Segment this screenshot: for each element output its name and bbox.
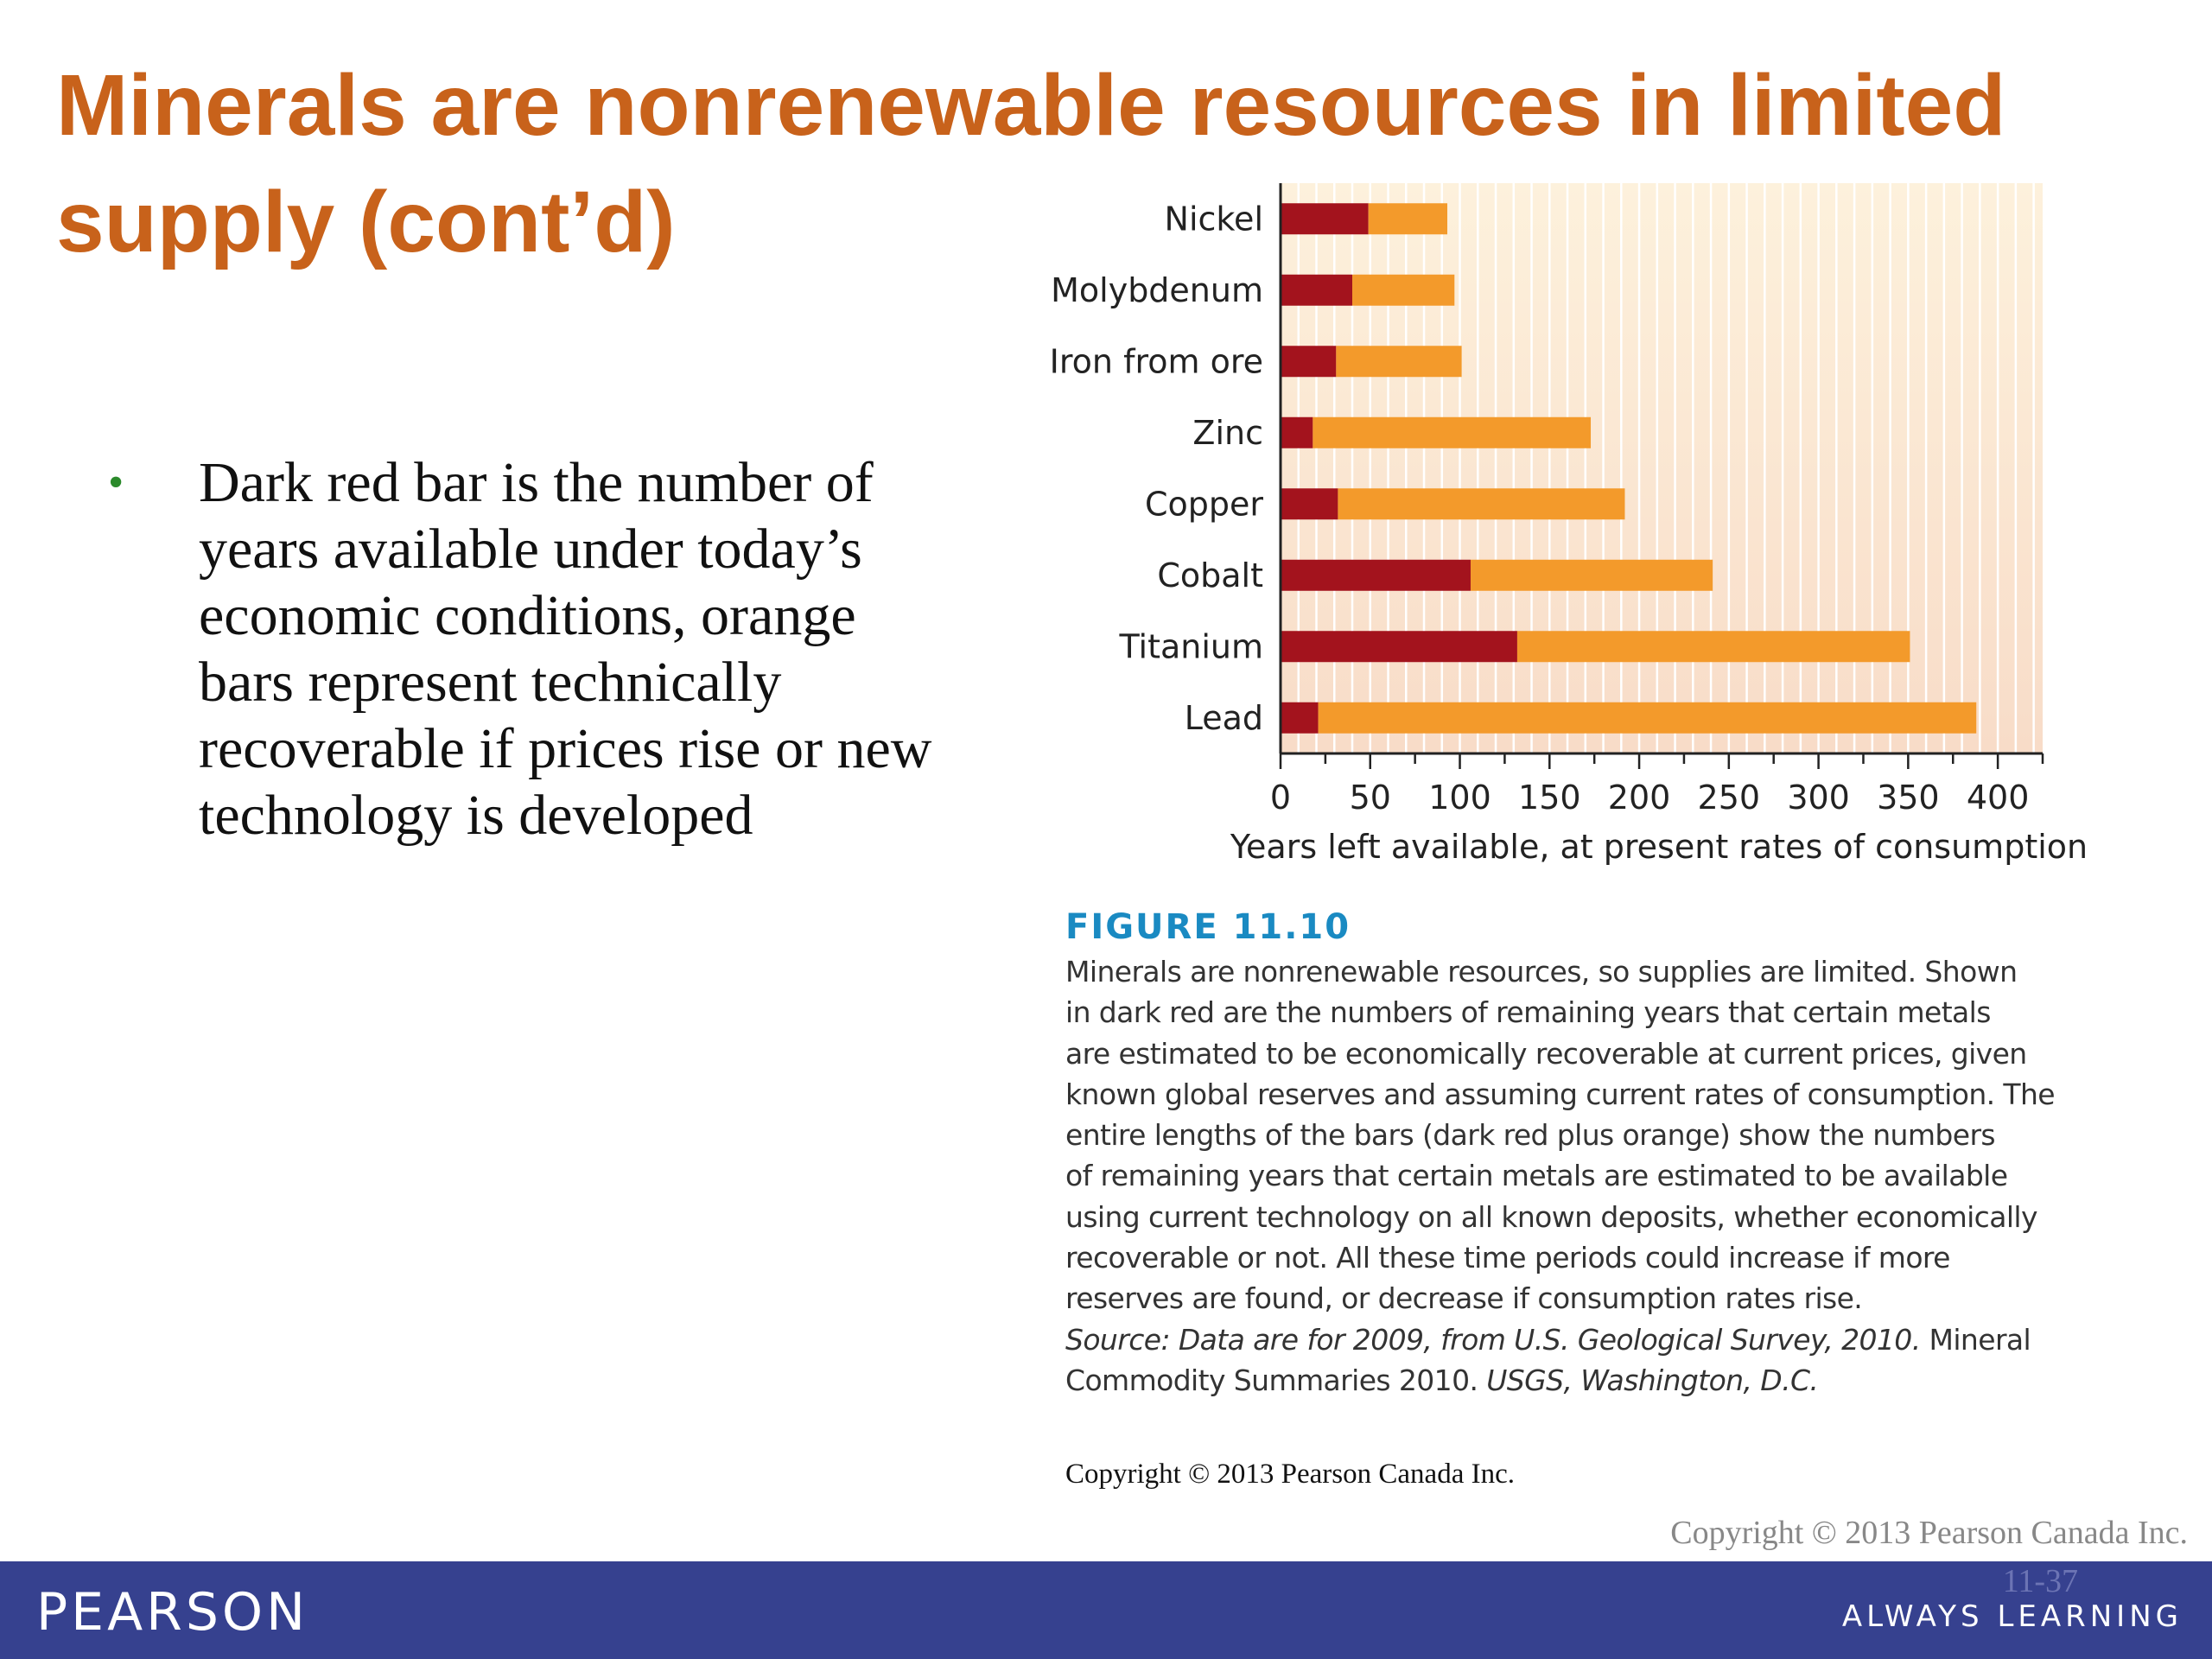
caption-line: reserves are found, or decrease if consu… (1065, 1281, 1863, 1316)
category-label: Molybdenum (1051, 271, 1263, 309)
figure-label: FIGURE 11.10 (1065, 907, 1351, 947)
plot-background (1281, 183, 2043, 753)
category-label: Copper (1145, 485, 1263, 523)
x-tick-label: 200 (1608, 779, 1671, 817)
bar-economic-cobalt (1281, 559, 1471, 591)
figure-caption: FIGURE 11.10 Minerals are nonrenewable r… (1065, 903, 2085, 1401)
x-tick-label: 300 (1787, 779, 1850, 817)
bar-economic-nickel (1281, 203, 1369, 235)
figure-copyright: Copyright © 2013 Pearson Canada Inc. (1065, 1459, 1515, 1490)
caption-line: in dark red are the numbers of remaining… (1065, 995, 1991, 1030)
bar-technical-lead (1318, 702, 1977, 734)
bar-technical-iron-from-ore (1336, 346, 1462, 378)
caption-line: of remaining years that certain metals a… (1065, 1159, 2008, 1193)
bar-chart: Nickel Molybdenum Iron from ore Zinc Copper C… (1050, 183, 2088, 866)
bullet-point: • Dark red bar is the number of years av… (108, 449, 955, 849)
bar-technical-cobalt (1470, 559, 1713, 591)
bullet-icon: • (108, 458, 124, 507)
x-tick-label: 150 (1518, 779, 1581, 817)
x-axis-title: Years left available, at present rates o… (1230, 828, 2088, 866)
bar-economic-iron-from-ore (1281, 346, 1337, 378)
source-normal-1: Mineral (1920, 1322, 2031, 1357)
slide-copyright: Copyright © 2013 Pearson Canada Inc. (1670, 1515, 2188, 1551)
pearson-logo: PEARSON (36, 1582, 309, 1643)
footer-slogan: ALWAYS LEARNING (1841, 1599, 2183, 1634)
bar-technical-copper (1338, 488, 1625, 520)
caption-text: Minerals are nonrenewable resources, so … (1065, 951, 2085, 1319)
bar-technical-molybdenum (1352, 274, 1455, 306)
x-tick-label: 350 (1877, 779, 1940, 817)
x-tick-label: 400 (1967, 779, 2030, 817)
caption-line: are estimated to be economically recover… (1065, 1036, 2027, 1071)
bar-technical-zinc (1313, 416, 1592, 448)
x-tick-label: 50 (1350, 779, 1391, 817)
category-label: Lead (1185, 699, 1263, 737)
bullet-text: Dark red bar is the number of years avai… (199, 451, 932, 847)
footer-bar: PEARSON ALWAYS LEARNING (0, 1561, 2212, 1659)
caption-line: known global reserves and assuming curre… (1065, 1077, 2056, 1111)
x-tick-label: 0 (1270, 779, 1291, 817)
slide-number: 11-37 (2002, 1563, 2078, 1599)
category-label: Titanium (1118, 627, 1263, 665)
bar-economic-titanium (1281, 631, 1517, 663)
bar-technical-nickel (1368, 203, 1448, 235)
source-italic-2: USGS, Washington, D.C. (1478, 1363, 1819, 1397)
x-tick-label: 100 (1428, 779, 1491, 817)
category-label: Iron from ore (1050, 342, 1263, 380)
tick-labels: 0 50 100 150 200 250 300 350 400 (1270, 779, 2029, 817)
caption-line: using current technology on all known de… (1065, 1199, 2038, 1234)
bars (1281, 203, 1977, 734)
caption-line: entire lengths of the bars (dark red plu… (1065, 1118, 1996, 1153)
x-tick-label: 250 (1698, 779, 1761, 817)
caption-line: recoverable or not. All these time perio… (1065, 1241, 1950, 1275)
category-label: Nickel (1165, 200, 1263, 238)
category-label: Zinc (1192, 414, 1263, 452)
figure-source-line-2: Commodity Summaries 2010. USGS, Washingt… (1065, 1360, 2085, 1401)
category-labels: Nickel Molybdenum Iron from ore Zinc Copper C… (1050, 200, 1264, 737)
source-normal-2: Commodity Summaries 2010. (1065, 1363, 1478, 1397)
axes (1279, 183, 2044, 769)
category-label: Cobalt (1157, 556, 1263, 594)
bar-economic-zinc (1281, 416, 1313, 448)
bar-economic-copper (1281, 488, 1338, 520)
slide-title: Minerals are nonrenewable resources in l… (56, 57, 2006, 270)
bar-technical-titanium (1516, 631, 1910, 663)
caption-line: Minerals are nonrenewable resources, so … (1065, 955, 2018, 988)
bar-economic-lead (1281, 702, 1319, 734)
bar-economic-molybdenum (1281, 274, 1353, 306)
source-italic-1: Source: Data are for 2009, from U.S. Geo… (1065, 1322, 1921, 1357)
figure-source-line-1: Source: Data are for 2009, from U.S. Geo… (1065, 1319, 2085, 1360)
